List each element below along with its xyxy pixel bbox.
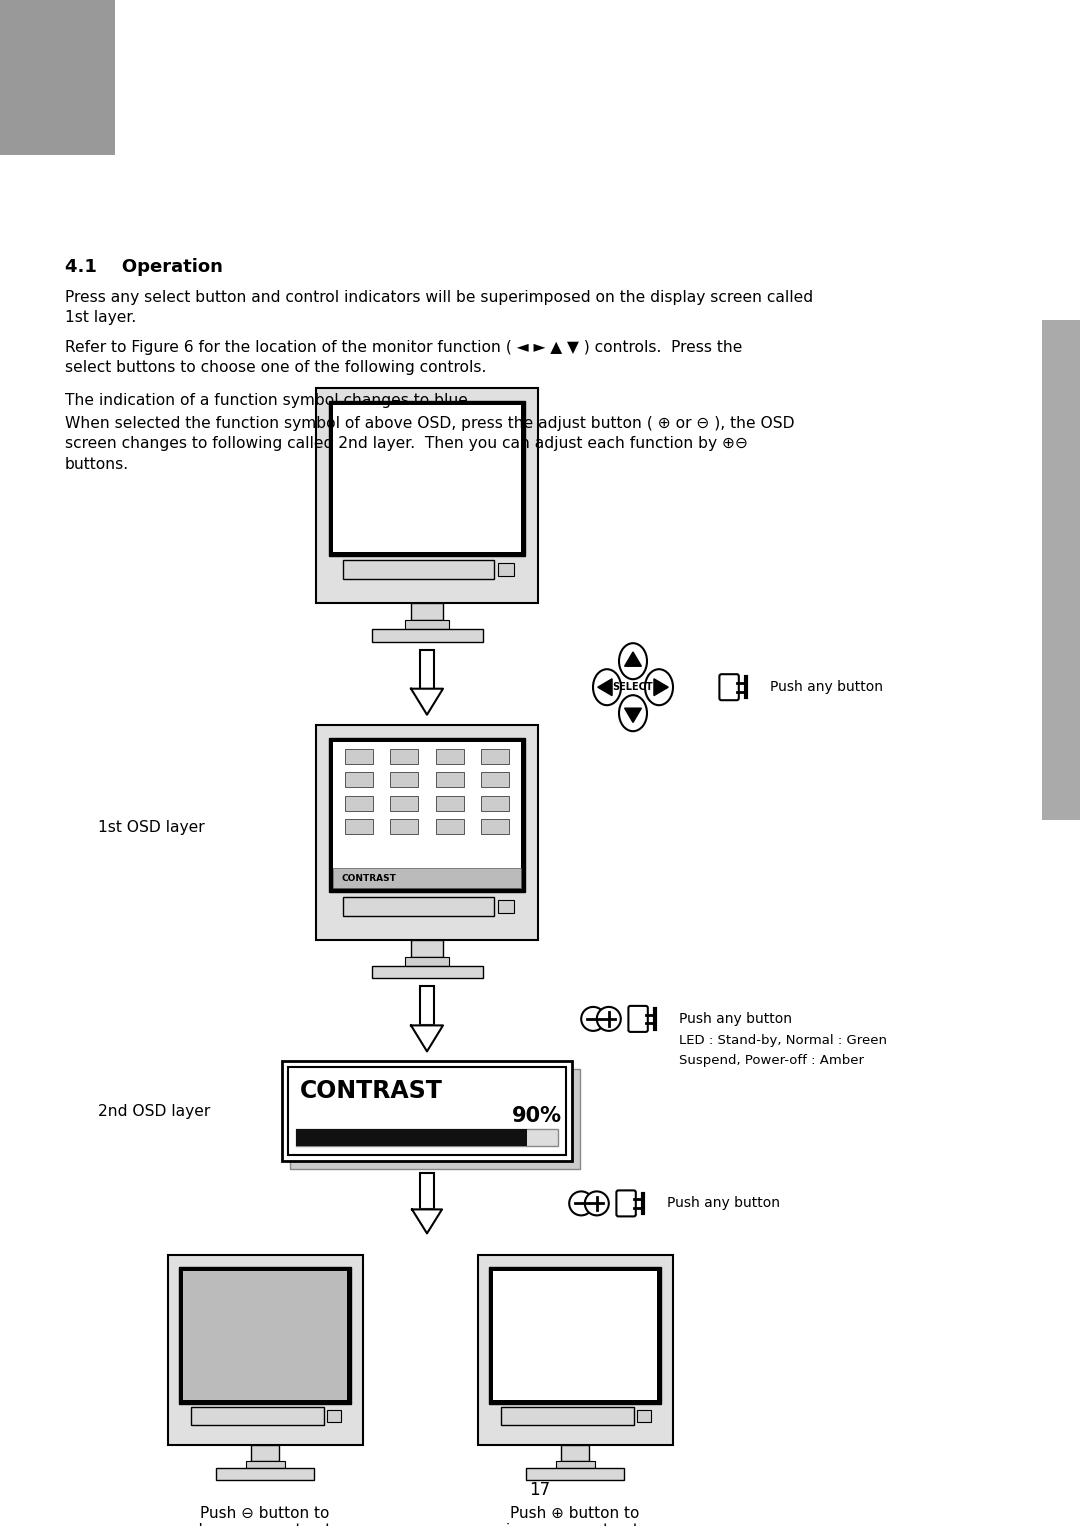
Bar (167, 1256, 363, 1445)
Bar (191, 1407, 324, 1424)
Bar (390, 819, 418, 835)
Bar (291, 1070, 580, 1169)
Bar (1042, 320, 1080, 819)
Text: 90%: 90% (512, 1106, 562, 1126)
Bar (420, 650, 434, 688)
Text: Suspend, Power-off : Amber: Suspend, Power-off : Amber (679, 1054, 864, 1067)
Text: When selected the function symbol of above OSD, press the adjust button ( ⊕ or ⊖: When selected the function symbol of abo… (65, 417, 795, 472)
Bar (435, 749, 463, 763)
Text: Push ⊕ button to: Push ⊕ button to (511, 1506, 639, 1520)
Bar (345, 797, 373, 810)
Bar (498, 900, 514, 913)
Circle shape (581, 1007, 605, 1032)
Bar (252, 1445, 279, 1460)
Text: CONTRAST: CONTRAST (341, 873, 396, 882)
Polygon shape (624, 652, 642, 667)
Bar (184, 1271, 347, 1399)
Bar (555, 1460, 594, 1468)
Ellipse shape (619, 696, 647, 731)
Bar (296, 1129, 558, 1146)
Ellipse shape (645, 670, 673, 705)
Text: Press any select button and control indicators will be superimposed on the displ: Press any select button and control indi… (65, 290, 813, 325)
Bar (342, 897, 494, 916)
Ellipse shape (619, 642, 647, 679)
Bar (372, 629, 483, 642)
Bar (435, 797, 463, 810)
Text: increase contrast.: increase contrast. (507, 1523, 644, 1526)
Bar (329, 401, 525, 555)
Text: decrease contrast.: decrease contrast. (193, 1523, 337, 1526)
Bar (411, 603, 443, 620)
Bar (390, 772, 418, 787)
Text: The indication of a function symbol changes to blue.: The indication of a function symbol chan… (65, 394, 473, 407)
Text: 17: 17 (529, 1482, 551, 1499)
Bar (334, 742, 521, 888)
FancyBboxPatch shape (719, 674, 739, 700)
Polygon shape (597, 679, 612, 696)
Bar (316, 388, 538, 603)
Text: SELECT: SELECT (612, 682, 653, 693)
Bar (179, 1267, 351, 1404)
Text: Push any button: Push any button (770, 681, 883, 694)
Bar (296, 1129, 527, 1146)
Bar (390, 797, 418, 810)
Bar (329, 737, 525, 893)
Bar (482, 749, 510, 763)
Bar (345, 772, 373, 787)
Bar (327, 1410, 341, 1422)
Text: Push any button: Push any button (667, 1196, 780, 1210)
Bar (411, 940, 443, 957)
Polygon shape (624, 708, 642, 722)
Text: 2nd OSD layer: 2nd OSD layer (98, 1103, 211, 1119)
Polygon shape (411, 688, 443, 714)
Text: Push ⊖ button to: Push ⊖ button to (200, 1506, 329, 1520)
FancyBboxPatch shape (629, 1006, 648, 1032)
Bar (526, 1468, 624, 1480)
Bar (334, 868, 521, 888)
Bar (245, 1460, 284, 1468)
Bar (316, 725, 538, 940)
Bar (345, 819, 373, 835)
Bar (477, 1256, 673, 1445)
Bar (342, 560, 494, 580)
Text: Refer to Figure 6 for the location of the monitor function ( ◄ ► ▲ ▼ ) controls.: Refer to Figure 6 for the location of th… (65, 340, 742, 375)
Text: LED : Stand-by, Normal : Green: LED : Stand-by, Normal : Green (679, 1035, 887, 1047)
Bar (482, 819, 510, 835)
Bar (420, 1173, 434, 1210)
Text: 4.1    Operation: 4.1 Operation (65, 258, 222, 276)
Bar (482, 797, 510, 810)
Circle shape (569, 1192, 593, 1215)
Bar (405, 620, 449, 629)
Polygon shape (411, 1025, 443, 1051)
Bar (435, 819, 463, 835)
Bar (494, 1271, 657, 1399)
Bar (501, 1407, 634, 1424)
Text: CONTRAST: CONTRAST (300, 1079, 443, 1103)
Bar (489, 1267, 661, 1404)
Text: Push any button: Push any button (679, 1012, 792, 1025)
Bar (282, 1062, 572, 1161)
Bar (390, 749, 418, 763)
Polygon shape (411, 1210, 442, 1233)
Bar (420, 986, 434, 1025)
Bar (637, 1410, 651, 1422)
Bar (482, 772, 510, 787)
Circle shape (597, 1007, 621, 1032)
Bar (405, 957, 449, 966)
Bar (0, 0, 114, 156)
Bar (435, 772, 463, 787)
Bar (562, 1445, 589, 1460)
Polygon shape (654, 679, 669, 696)
Bar (345, 749, 373, 763)
Bar (288, 1067, 566, 1155)
Ellipse shape (593, 670, 621, 705)
Bar (334, 404, 521, 552)
Text: 1st OSD layer: 1st OSD layer (98, 821, 204, 835)
Bar (216, 1468, 314, 1480)
Circle shape (584, 1192, 609, 1215)
FancyBboxPatch shape (617, 1190, 636, 1216)
Bar (372, 966, 483, 978)
Bar (498, 563, 514, 575)
